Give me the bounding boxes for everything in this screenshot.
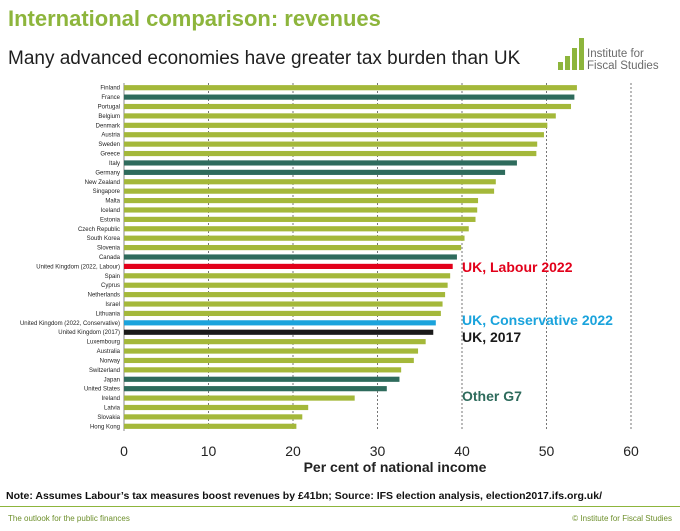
category-label: Hong Kong xyxy=(90,424,120,430)
category-label: Greece xyxy=(100,152,120,158)
x-tick-label: 0 xyxy=(120,443,128,459)
category-label: Finland xyxy=(100,86,120,92)
x-tick-label: 10 xyxy=(201,443,217,459)
category-label: Ireland xyxy=(102,396,120,402)
bar xyxy=(124,226,469,232)
category-label: Australia xyxy=(97,349,121,355)
category-label: Norway xyxy=(100,358,120,364)
bar xyxy=(124,207,478,213)
footer-divider xyxy=(0,506,680,507)
category-label: Austria xyxy=(101,133,120,139)
bar xyxy=(124,235,465,241)
bar xyxy=(124,357,414,364)
category-label: Latvia xyxy=(104,405,121,411)
category-label: Estonia xyxy=(100,217,121,223)
bar xyxy=(124,103,572,110)
logo-line-2: Fiscal Studies xyxy=(587,60,659,72)
series-annotation: UK, Conservative 2022 xyxy=(462,312,613,328)
category-label: Switzerland xyxy=(89,368,120,374)
category-label: Lithuania xyxy=(96,311,121,317)
category-label: Belgium xyxy=(98,114,120,120)
category-label: Germany xyxy=(95,170,120,176)
category-label: Italy xyxy=(109,161,120,167)
category-label: South Korea xyxy=(87,236,121,242)
x-axis-label: Per cent of national income xyxy=(304,459,487,475)
category-label: Netherlands xyxy=(88,293,120,299)
x-tick-label: 30 xyxy=(370,443,386,459)
bar xyxy=(124,245,462,251)
bar xyxy=(124,160,517,166)
logo-line-1: Institute for xyxy=(587,48,644,60)
bar xyxy=(124,282,448,288)
bar xyxy=(124,423,297,429)
bar xyxy=(124,141,538,147)
category-label: Luxembourg xyxy=(87,340,120,346)
bar xyxy=(124,404,309,411)
category-label: Czech Republic xyxy=(78,227,120,233)
bar xyxy=(124,329,434,335)
category-label: France xyxy=(101,95,120,101)
category-label: Israel xyxy=(105,302,120,308)
chart-subtitle: Many advanced economies have greater tax… xyxy=(8,48,521,69)
bar xyxy=(124,188,495,194)
bar xyxy=(124,94,575,100)
bar xyxy=(124,348,419,354)
category-label: United States xyxy=(84,387,120,393)
x-tick-label: 60 xyxy=(623,443,639,459)
bar xyxy=(124,132,544,138)
category-label: United Kingdom (2022, Labour) xyxy=(36,264,120,270)
category-label: United Kingdom (2022, Conservative) xyxy=(20,321,120,327)
bar xyxy=(124,301,443,307)
category-label: Denmark xyxy=(96,123,121,129)
bar xyxy=(124,197,479,204)
bar xyxy=(124,216,476,222)
category-label: Slovakia xyxy=(97,415,120,421)
slide-title: International comparison: revenues xyxy=(8,6,381,31)
series-annotation: Other G7 xyxy=(462,388,522,404)
bar xyxy=(124,169,506,175)
bar xyxy=(124,414,303,420)
category-label: Iceland xyxy=(101,208,120,214)
bar xyxy=(124,263,453,269)
category-label: Cyprus xyxy=(101,283,120,289)
bar xyxy=(124,376,400,382)
category-label: Spain xyxy=(105,274,120,280)
footer-copyright: © Institute for Fiscal Studies xyxy=(572,514,672,523)
ifs-logo-text: Institute for Fiscal Studies xyxy=(587,48,659,72)
category-label: Singapore xyxy=(93,189,121,195)
revenue-bar-chart: Finland France Portugal Belgium Denmark Austr… xyxy=(20,83,639,475)
bar xyxy=(124,179,496,185)
bar xyxy=(124,395,355,401)
source-note: Note: Assumes Labour’s tax measures boos… xyxy=(6,490,602,502)
category-label: Malta xyxy=(105,199,120,205)
series-annotation: UK, Labour 2022 xyxy=(462,259,573,275)
bar xyxy=(124,339,426,345)
bar xyxy=(124,292,446,298)
category-label: United Kingdom (2017) xyxy=(58,330,120,336)
bar xyxy=(124,254,457,260)
footer-presentation-title: The outlook for the public finances xyxy=(8,514,130,523)
bar xyxy=(124,320,436,326)
bar xyxy=(124,85,577,91)
bar xyxy=(124,310,441,317)
category-label: Sweden xyxy=(98,142,120,148)
bar xyxy=(124,273,451,279)
category-label: Slovenia xyxy=(97,246,121,252)
ifs-logo: Institute for Fiscal Studies xyxy=(558,38,678,82)
bar xyxy=(124,122,548,128)
bar xyxy=(124,367,402,373)
bar xyxy=(124,113,556,119)
category-label: Canada xyxy=(99,255,121,261)
category-label: New Zealand xyxy=(85,180,120,186)
x-tick-label: 20 xyxy=(285,443,301,459)
category-label: Portugal xyxy=(98,105,120,111)
bar xyxy=(124,150,537,157)
series-annotation: UK, 2017 xyxy=(462,329,521,345)
category-label: Japan xyxy=(104,377,120,383)
bar xyxy=(124,386,387,392)
x-tick-label: 40 xyxy=(454,443,470,459)
x-tick-label: 50 xyxy=(539,443,555,459)
ifs-logo-bars-icon xyxy=(558,38,584,70)
